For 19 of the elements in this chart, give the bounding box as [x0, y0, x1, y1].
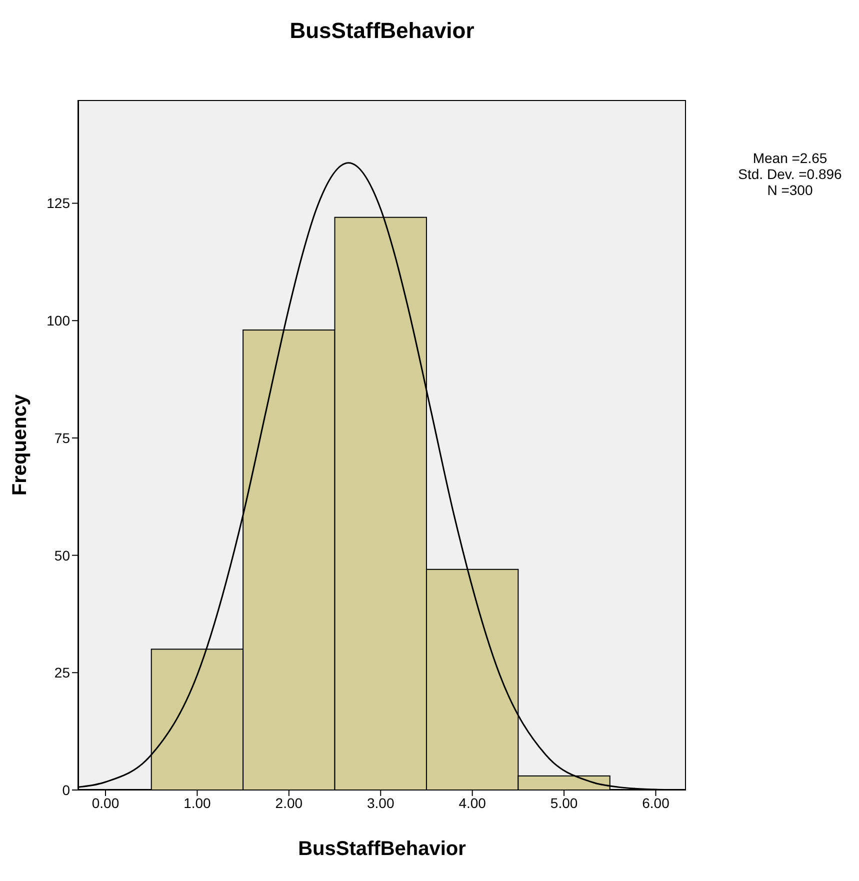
- x-tick-label: 0.00: [92, 794, 120, 811]
- x-tick-label: 6.00: [642, 794, 670, 811]
- x-tick-label: 3.00: [367, 794, 394, 811]
- y-tick-label: 25: [54, 664, 70, 681]
- x-tick-label: 1.00: [184, 794, 212, 811]
- text: Std. Dev. =0.896: [738, 166, 842, 182]
- y-tick-label: 75: [54, 430, 70, 446]
- text: N =300: [767, 182, 813, 198]
- x-axis-title: BusStaffBehavior: [298, 838, 466, 860]
- x-tick-label: 2.00: [275, 794, 303, 811]
- y-tick-label: 125: [46, 195, 70, 212]
- y-tick-label: 50: [54, 547, 70, 564]
- y-axis-title: Frequency: [9, 394, 31, 496]
- y-tick-label: 0: [62, 782, 70, 798]
- x-tick-label: 5.00: [550, 794, 578, 811]
- x-tick-label: 4.00: [458, 794, 486, 811]
- chart-title: BusStaffBehavior: [290, 18, 475, 43]
- text: Mean =2.65: [752, 150, 828, 166]
- y-tick-label: 100: [46, 312, 70, 329]
